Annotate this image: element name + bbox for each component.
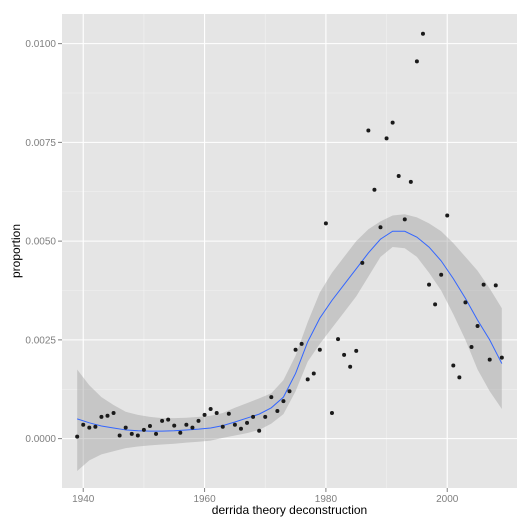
data-point [257, 428, 262, 433]
data-point [323, 221, 328, 226]
x-tick-label: 2000 [436, 494, 459, 505]
data-point [160, 418, 165, 423]
data-point [311, 371, 316, 376]
data-point [245, 420, 250, 425]
y-axis-title: proportion [9, 224, 23, 278]
data-point [238, 426, 243, 431]
data-point [87, 425, 92, 430]
data-point [329, 410, 334, 415]
data-point [469, 344, 474, 349]
data-point [475, 324, 480, 329]
data-point [214, 410, 219, 415]
data-point [348, 364, 353, 369]
major-gridlines [62, 14, 517, 488]
data-point [251, 414, 256, 419]
data-point [487, 357, 492, 362]
data-point [269, 395, 274, 400]
data-point [172, 423, 177, 428]
data-point [196, 418, 201, 423]
x-axis: 1940 1960 1980 2000 [72, 488, 459, 505]
data-point [190, 425, 195, 430]
data-point [493, 283, 498, 288]
data-point [226, 411, 231, 416]
data-point [414, 59, 419, 64]
y-axis: 0.0000 0.0025 0.0050 0.0075 0.0100 [25, 39, 62, 445]
data-point [427, 282, 432, 287]
minor-gridlines [62, 14, 517, 488]
data-point [420, 31, 425, 36]
data-point [129, 431, 134, 436]
data-point [463, 300, 468, 305]
data-point [75, 434, 80, 439]
data-point [384, 136, 389, 141]
data-point [141, 427, 146, 432]
y-tick-label: 0.0050 [25, 237, 56, 248]
data-point [342, 352, 347, 357]
data-point [445, 213, 450, 218]
confidence-band [77, 214, 502, 472]
data-point [336, 337, 341, 342]
data-point [202, 412, 207, 417]
x-axis-title: derrida theory deconstruction [212, 503, 367, 517]
data-point [360, 260, 365, 265]
data-point [354, 348, 359, 353]
y-tick-label: 0.0100 [25, 39, 56, 50]
data-point [147, 423, 152, 428]
data-point [117, 433, 122, 438]
data-point [366, 128, 371, 133]
x-tick-label: 1960 [193, 494, 216, 505]
data-point [457, 375, 462, 380]
data-point [154, 431, 159, 436]
data-point [433, 302, 438, 307]
data-point [372, 187, 377, 192]
data-point [293, 347, 298, 352]
data-point [81, 422, 86, 427]
y-tick-label: 0.0025 [25, 335, 56, 346]
data-point [220, 424, 225, 429]
data-point [439, 272, 444, 277]
data-point [299, 341, 304, 346]
y-tick-label: 0.0075 [25, 138, 56, 149]
x-tick-label: 1980 [315, 494, 338, 505]
data-point [402, 217, 407, 222]
data-point [99, 414, 104, 419]
x-tick-label: 1940 [72, 494, 95, 505]
data-point [208, 407, 213, 411]
data-point [378, 225, 383, 230]
data-point [178, 430, 183, 435]
data-point [135, 433, 140, 438]
data-point [281, 399, 286, 404]
data-point [232, 422, 237, 427]
smooth-line [77, 230, 503, 432]
data-point [287, 389, 292, 394]
data-point [275, 408, 280, 413]
data-point [105, 413, 110, 418]
data-point [408, 179, 413, 184]
data-point [390, 120, 395, 125]
data-point [123, 425, 128, 430]
data-point [481, 282, 486, 287]
data-point [317, 347, 322, 352]
data-point [396, 173, 401, 178]
data-point [166, 417, 171, 422]
data-point [305, 377, 310, 382]
data-point [451, 363, 456, 368]
data-point [499, 355, 504, 360]
data-point [184, 422, 189, 427]
y-tick-label: 0.0000 [25, 434, 56, 445]
data-point [263, 414, 268, 419]
data-point [93, 424, 98, 429]
data-point [111, 410, 116, 415]
data-points [75, 31, 504, 439]
